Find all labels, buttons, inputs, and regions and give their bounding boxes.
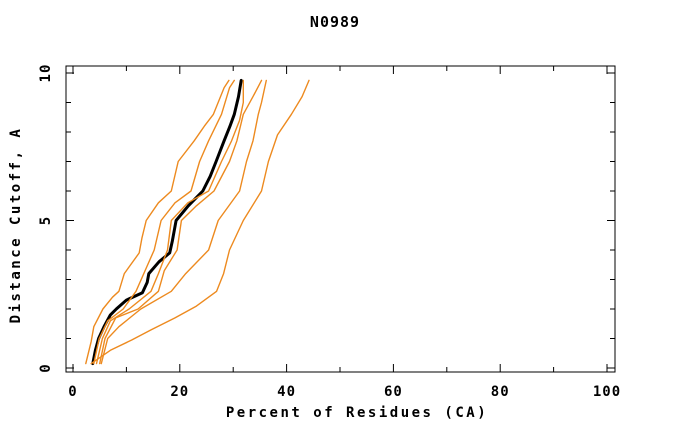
chart-title: N0989 xyxy=(310,13,360,31)
x-tick-label: 60 xyxy=(384,384,403,400)
x-tick-label: 80 xyxy=(491,384,510,400)
series-line-reference-orange-1 xyxy=(85,79,230,365)
series-line-reference-orange-6 xyxy=(90,79,310,365)
y-tick-label: 5 xyxy=(38,216,54,225)
data-series xyxy=(85,78,310,366)
series-line-reference-orange-4 xyxy=(98,79,263,365)
y-tick-label: 0 xyxy=(38,363,54,372)
plot-frame-rect xyxy=(65,65,616,373)
series-line-reference-orange-5 xyxy=(100,79,267,365)
x-tick-label: 0 xyxy=(68,384,77,400)
axis-ticks xyxy=(66,66,615,372)
x-tick-label: 40 xyxy=(277,384,296,400)
y-axis-label: Distance Cutoff, A xyxy=(8,127,24,324)
axis-tick-labels: 0 20 40 60 80 100 0 5 10 xyxy=(38,64,621,400)
y-tick-label: 10 xyxy=(38,64,54,83)
x-tick-label: 100 xyxy=(593,384,621,400)
series-line-reference-orange-2 xyxy=(93,79,236,365)
plot-frame xyxy=(65,65,616,373)
x-axis-label: Percent of Residues (CA) xyxy=(226,405,488,421)
x-tick-label: 20 xyxy=(170,384,189,400)
series-line-main-model-black xyxy=(91,78,243,366)
